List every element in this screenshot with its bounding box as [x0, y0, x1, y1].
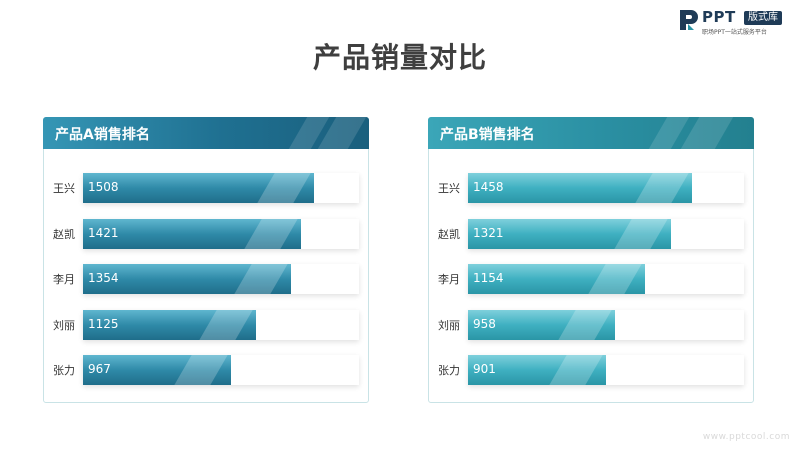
page-title: 产品销量对比 — [312, 41, 487, 74]
category-label: 刘丽 — [438, 318, 460, 332]
category-label: 李月 — [438, 273, 460, 286]
bar: 1421 — [83, 218, 301, 249]
bar: 1154 — [468, 264, 645, 294]
bar: 1458 — [468, 173, 692, 203]
bar: 901 — [468, 355, 606, 385]
data-label: 1508 — [88, 180, 119, 194]
bar-track: 1458 — [468, 173, 744, 203]
data-label: 1421 — [88, 225, 119, 240]
bar-row: 赵凯 1321 — [429, 218, 755, 249]
bar-track: 1321 — [468, 218, 744, 249]
bar-track: 1421 — [83, 218, 359, 249]
data-label: 1354 — [88, 271, 119, 285]
bar-row: 张力 901 — [429, 355, 755, 385]
category-label: 刘丽 — [53, 318, 75, 332]
category-label: 赵凯 — [438, 227, 460, 241]
bar: 967 — [83, 355, 231, 385]
bar-row: 刘丽 1125 — [44, 309, 370, 340]
panel-header: 产品A销售排名 — [43, 117, 369, 149]
bar-row: 刘丽 958 — [429, 309, 755, 340]
logo-word: PPT — [702, 8, 736, 26]
bar-row: 赵凯 1421 — [44, 218, 370, 249]
bar-track: 1154 — [468, 264, 744, 294]
chart-title: 产品A销售排名 — [55, 127, 150, 143]
bar-track: 901 — [468, 355, 744, 385]
logo-subtitle: 职场PPT一站式服务平台 — [702, 29, 767, 36]
chart-panel-a: 产品A销售排名 王兴 1508 赵凯 1421 李月 1354 刘丽 1125 张力 967 — [43, 117, 369, 403]
bar-track: 958 — [468, 309, 744, 340]
data-label: 1125 — [88, 316, 119, 331]
category-label: 赵凯 — [53, 227, 75, 241]
bar-row: 张力 967 — [44, 355, 370, 385]
data-label: 901 — [473, 362, 496, 376]
data-label: 1458 — [473, 180, 504, 194]
bar-track: 967 — [83, 355, 359, 385]
ppt-logo-icon — [680, 10, 698, 30]
data-label: 1154 — [473, 271, 504, 285]
data-label: 958 — [473, 316, 496, 331]
panel-header: 产品B销售排名 — [428, 117, 754, 149]
category-label: 张力 — [53, 364, 75, 377]
bar: 958 — [468, 309, 615, 340]
bar-track: 1508 — [83, 173, 359, 203]
data-label: 1321 — [473, 225, 504, 240]
bar-track: 1354 — [83, 264, 359, 294]
data-label: 967 — [88, 362, 111, 376]
bar: 1354 — [83, 264, 291, 294]
bar-row: 李月 1354 — [44, 264, 370, 294]
brand-logo: PPT 版式库 职场PPT一站式服务平台 — [678, 8, 794, 36]
chart-title: 产品B销售排名 — [440, 127, 535, 143]
bar-track: 1125 — [83, 309, 359, 340]
category-label: 张力 — [438, 364, 460, 377]
bar-row: 李月 1154 — [429, 264, 755, 294]
category-label: 王兴 — [53, 182, 75, 195]
bar: 1508 — [83, 173, 314, 203]
category-label: 王兴 — [438, 182, 460, 195]
chart-panel-b: 产品B销售排名 王兴 1458 赵凯 1321 李月 1154 刘丽 958 张力 901 — [428, 117, 754, 403]
bar: 1321 — [468, 218, 671, 249]
bar: 1125 — [83, 309, 256, 340]
bar-row: 王兴 1508 — [44, 173, 370, 203]
category-label: 李月 — [53, 273, 75, 286]
bar-row: 王兴 1458 — [429, 173, 755, 203]
watermark: www.pptcool.com — [702, 432, 790, 442]
logo-badge: 版式库 — [744, 11, 782, 25]
